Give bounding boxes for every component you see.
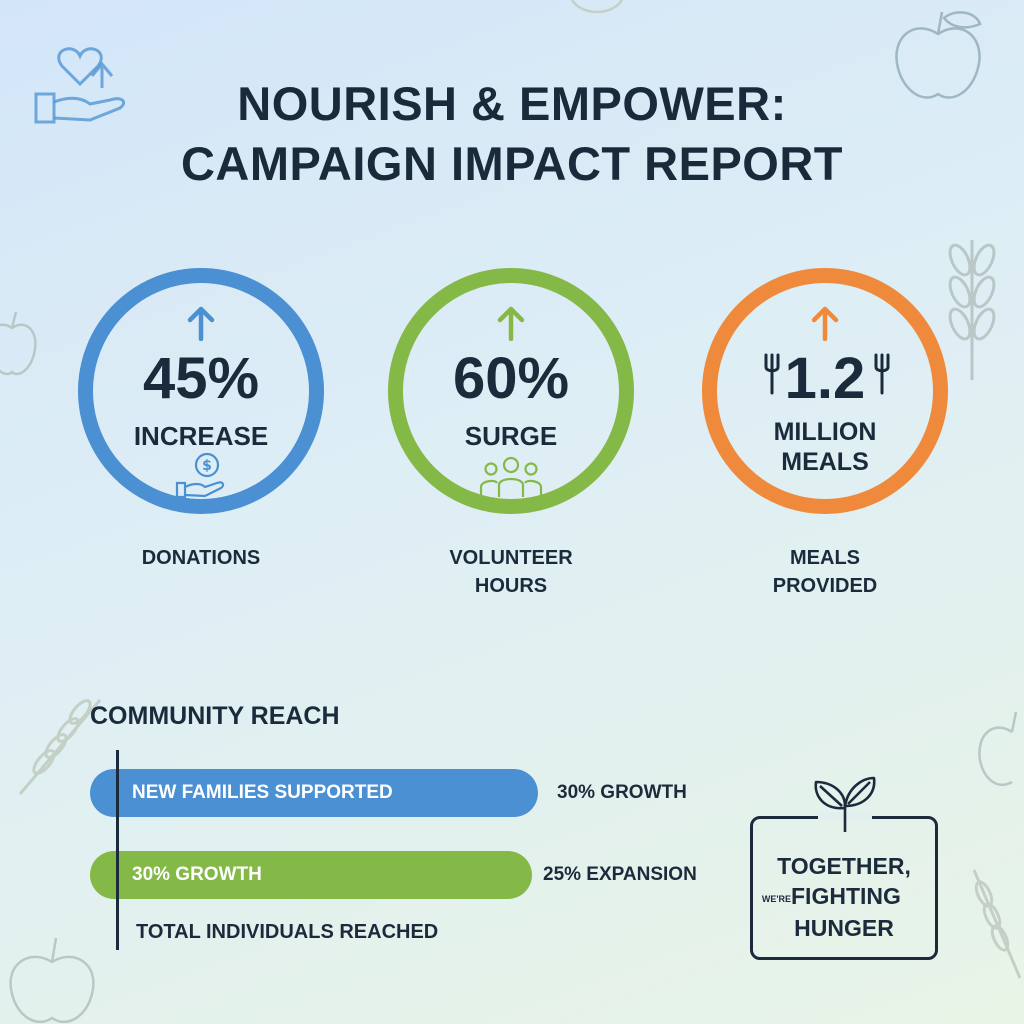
svg-text:$: $ [202, 458, 212, 474]
badge-line-2: FIGHTING [791, 883, 901, 909]
fork-icon [764, 353, 780, 395]
fighting-hunger-badge: TOGETHER, WE'RE FIGHTING HUNGER [750, 816, 938, 960]
badge-line-3: HUNGER [794, 915, 894, 941]
arrow-up-icon [187, 306, 215, 341]
knife-icon [874, 353, 890, 395]
meals-value: 1.2 [784, 346, 866, 411]
donations-metric-ring: 45% INCREASE $ [78, 268, 324, 514]
arrow-up-icon [811, 306, 839, 341]
volunteer-caption: VOLUNTEER HOURS [388, 544, 634, 600]
wheat-icon [18, 699, 102, 795]
volunteer-label: SURGE [464, 421, 558, 451]
wheat-icon [972, 869, 1022, 979]
new-families-bar: NEW FAMILIES SUPPORTED [90, 769, 538, 817]
new-families-note: 30% GROWTH [557, 782, 687, 803]
community-reach-title: COMMUNITY REACH [90, 702, 340, 730]
apple-icon [0, 311, 37, 376]
meals-label-line-1: MILLION [773, 418, 877, 446]
badge-line-1: TOGETHER, [777, 853, 911, 879]
volunteer-metric-ring: 60% SURGE [388, 268, 634, 514]
page-title: NOURISH & EMPOWER: CAMPAIGN IMPACT REPOR… [0, 74, 1024, 194]
meals-metric-ring: 1.2 MILLION MEALS [702, 268, 948, 514]
meals-caption-line-2: PROVIDED [772, 575, 878, 597]
apple-icon [9, 937, 95, 1024]
title-line-2: CAMPAIGN IMPACT REPORT [180, 137, 844, 190]
badge-small-text: WE'RE [761, 894, 791, 904]
heart-hand-icon [34, 47, 126, 124]
arrow-up-icon [497, 306, 525, 341]
hand-coin-icon: $ [175, 452, 225, 499]
title-line-1: NOURISH & EMPOWER: [237, 77, 787, 130]
donations-caption-line-1: DONATIONS [141, 547, 261, 569]
donations-label: INCREASE [133, 421, 269, 451]
apple-icon [570, 0, 624, 14]
wheat-icon [948, 240, 996, 380]
volunteer-caption-line-1: VOLUNTEER [449, 547, 573, 569]
volunteer-caption-line-2: HOURS [474, 575, 548, 597]
people-group-icon [479, 456, 543, 497]
total-individuals-label: TOTAL INDIVIDUALS REACHED [136, 921, 439, 943]
reach-axis-line [116, 750, 119, 950]
new-families-bar-label: NEW FAMILIES SUPPORTED [132, 782, 393, 803]
apple-icon [895, 11, 982, 99]
donations-caption: DONATIONS [78, 544, 324, 572]
donations-value: 45% [142, 346, 260, 411]
volunteer-value: 60% [452, 346, 570, 411]
meals-label-line-2: MEALS [781, 448, 869, 476]
growth-bar: 30% GROWTH [90, 851, 532, 899]
leaf-sprout-icon [814, 776, 876, 832]
meals-caption: MEALS PROVIDED [702, 544, 948, 600]
meals-caption-line-1: MEALS [790, 547, 860, 569]
expansion-note: 25% EXPANSION [543, 864, 697, 885]
apple-icon [978, 711, 1018, 786]
growth-bar-label: 30% GROWTH [132, 864, 262, 885]
